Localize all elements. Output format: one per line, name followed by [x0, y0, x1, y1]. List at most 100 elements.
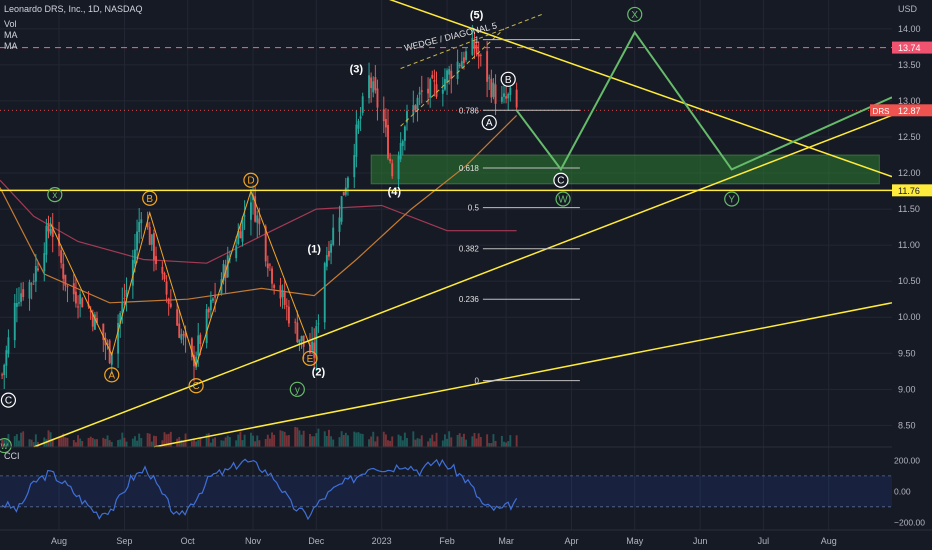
- volume-bar: [387, 440, 389, 447]
- candle-body: [163, 272, 166, 280]
- wave-label-circle: [481, 114, 497, 131]
- candle-body: [136, 231, 139, 251]
- volume-bar: [205, 433, 208, 447]
- volume-bar: [169, 431, 172, 447]
- candle-body: [51, 226, 54, 237]
- volume-bar: [37, 441, 39, 447]
- candle-body: [384, 119, 387, 128]
- volume-bar: [298, 430, 301, 447]
- volume-bar: [207, 433, 210, 447]
- volume-bar: [256, 435, 259, 447]
- price-tick-label: 13.00: [898, 96, 921, 106]
- candle-body: [5, 350, 8, 366]
- candle-body: [389, 158, 392, 162]
- volume-bar: [446, 438, 449, 447]
- volume-bar: [488, 443, 491, 447]
- time-tick-label: Dec: [308, 536, 325, 546]
- volume-bar: [228, 437, 231, 447]
- candle-body: [74, 291, 77, 304]
- wave-label: x: [52, 190, 57, 201]
- volume-bar: [182, 441, 185, 447]
- volume-bar: [209, 442, 212, 447]
- cci-tick-label: 0.00: [894, 486, 911, 496]
- volume-bar: [431, 434, 434, 447]
- candle-body: [372, 81, 375, 93]
- candle-body: [131, 259, 134, 286]
- volume-bar: [72, 439, 75, 447]
- candle-body: [60, 250, 63, 263]
- time-tick-label: Oct: [181, 536, 196, 546]
- candle-body: [237, 231, 240, 245]
- wave-label-circle: [188, 378, 204, 394]
- candle-body: [197, 335, 200, 356]
- volume-bar: [138, 433, 141, 447]
- volume-bar: [330, 436, 333, 447]
- volume-bar: [271, 432, 273, 447]
- candle-body: [433, 80, 436, 82]
- candle-body: [332, 227, 335, 245]
- candle-body: [258, 218, 261, 225]
- time-axis-bg: [0, 530, 932, 550]
- price-tick-label: 13.50: [898, 60, 921, 70]
- candle-body: [209, 299, 212, 311]
- volume-bar: [161, 440, 164, 447]
- candle-body: [403, 126, 406, 141]
- volume-bar: [134, 436, 136, 447]
- volume-bar: [294, 426, 297, 447]
- candle-body: [243, 215, 246, 217]
- volume-bar: [152, 435, 155, 447]
- price-tick-label: 12.00: [898, 168, 921, 178]
- candle-body: [507, 94, 510, 99]
- price-tick-label: 11.00: [898, 240, 920, 250]
- fib-level-label: 0.382: [459, 245, 480, 254]
- volume-bar: [403, 432, 406, 447]
- candle-body: [13, 302, 16, 341]
- candle-body: [505, 96, 508, 99]
- time-tick-label: Apr: [564, 536, 578, 546]
- volume-bar: [125, 441, 128, 447]
- volume-bar: [3, 439, 6, 447]
- volume-bar: [79, 438, 82, 447]
- fib-level-label: 0.236: [459, 295, 480, 304]
- wave-label: C: [557, 176, 564, 187]
- volume-bar: [317, 428, 320, 447]
- candle-body: [458, 64, 461, 66]
- volume-bar: [123, 437, 126, 447]
- candle-body: [374, 77, 377, 91]
- candle-body: [503, 93, 505, 97]
- candle-body: [146, 222, 149, 228]
- volume-bar: [507, 441, 510, 447]
- fib-level-label: 0: [474, 377, 479, 386]
- volume-bar: [355, 432, 358, 447]
- volume-bar: [500, 435, 503, 447]
- volume-bar: [249, 432, 252, 447]
- wave-label: X: [631, 10, 638, 21]
- candle-body: [418, 92, 421, 95]
- volume-bar: [382, 431, 385, 447]
- candle-body: [195, 356, 198, 368]
- candle-body: [302, 335, 305, 347]
- volume-bar: [427, 441, 430, 447]
- volume-bar: [15, 434, 18, 447]
- wave-label: W: [558, 194, 568, 205]
- volume-bar: [167, 433, 170, 447]
- last-price-tag-label: 12.87: [898, 106, 921, 116]
- candle-body: [72, 283, 75, 295]
- candle-body: [266, 263, 269, 269]
- volume-bar: [490, 443, 493, 447]
- candle-body: [161, 266, 164, 274]
- price-tick-label: 11.50: [898, 204, 920, 214]
- indicator-ma2-label: MA: [4, 41, 18, 51]
- candle-body: [294, 321, 297, 323]
- ma-fast-line: [0, 114, 518, 304]
- volume-bar: [462, 433, 465, 447]
- candle-body: [420, 90, 423, 92]
- candle-body: [20, 293, 23, 302]
- cci-pane-label: CCI: [4, 451, 20, 461]
- volume-bar: [315, 433, 318, 447]
- volume-bar: [266, 434, 269, 447]
- candle-body: [119, 312, 122, 324]
- candle-body: [178, 323, 181, 338]
